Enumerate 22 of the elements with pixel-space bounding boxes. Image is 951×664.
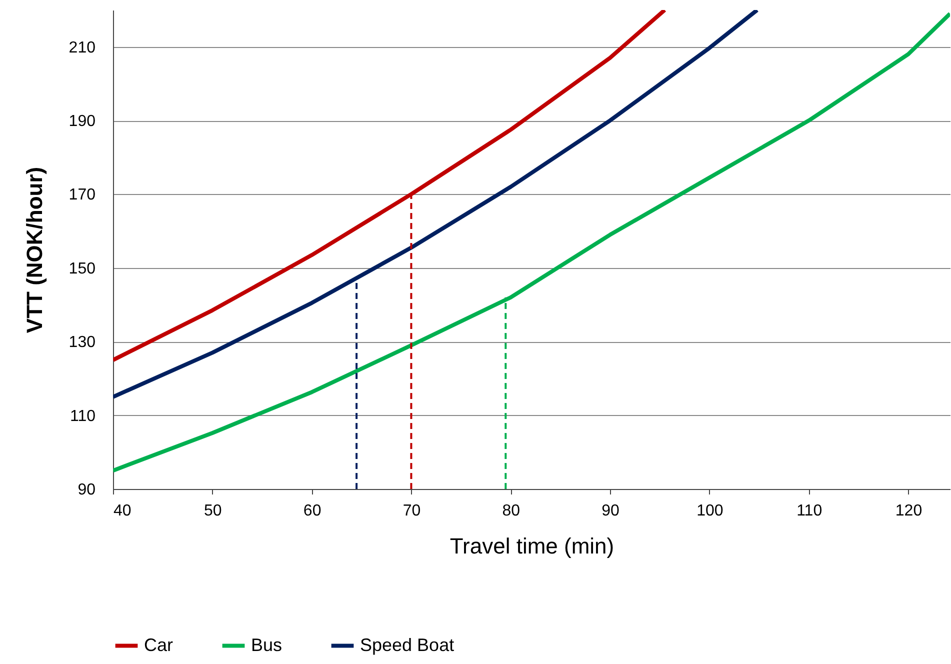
x-tick-label: 120 bbox=[895, 502, 922, 520]
line-series bbox=[113, 10, 760, 399]
y-tick-label: 110 bbox=[70, 408, 96, 425]
x-tick-label: 90 bbox=[602, 502, 620, 520]
x-tick-label: 100 bbox=[696, 502, 724, 520]
x-tick-label: 40 bbox=[114, 502, 132, 520]
x-tick-label: 70 bbox=[402, 502, 421, 520]
legend-label: Bus bbox=[251, 634, 282, 655]
x-tick-label: 80 bbox=[502, 502, 520, 520]
y-tick-label: 190 bbox=[68, 113, 96, 130]
x-tick-label: 110 bbox=[796, 502, 822, 520]
y-tick-label: 130 bbox=[68, 334, 96, 352]
y-axis-title: VTT (NOK/hour) bbox=[22, 166, 47, 334]
y-tick-label: 150 bbox=[68, 260, 96, 278]
legend-label: Speed Boat bbox=[360, 634, 454, 655]
y-tick-label: 210 bbox=[68, 39, 96, 56]
y-tick-label: 90 bbox=[78, 482, 96, 498]
legend-label: Car bbox=[144, 634, 174, 655]
x-tick-label: 60 bbox=[303, 502, 322, 520]
x-tick-label: 50 bbox=[204, 502, 222, 520]
x-axis-title: Travel time (min) bbox=[450, 534, 614, 558]
y-tick-label: 170 bbox=[68, 186, 96, 204]
